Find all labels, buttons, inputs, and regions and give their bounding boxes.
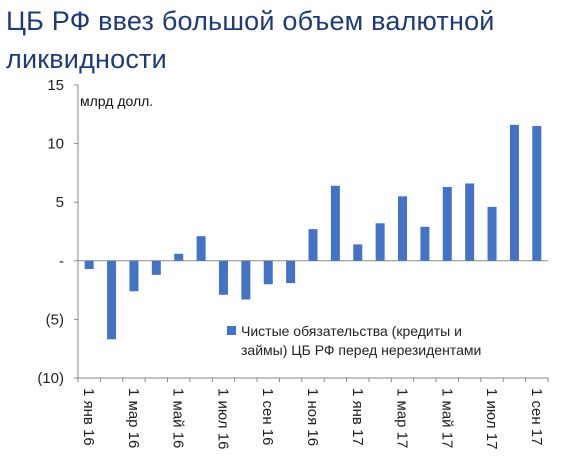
bar-май-17	[442, 186, 452, 261]
unit-label: млрд долл.	[80, 93, 153, 109]
bar-окт-16	[286, 260, 296, 284]
bar-мар-17	[398, 196, 408, 261]
x-tick-label: 1 май 16	[170, 388, 187, 448]
x-tick-label: 1 сен 17	[528, 388, 545, 446]
legend: Чистые обязательства (кредиты и займы) Ц…	[227, 323, 481, 358]
legend-swatch	[227, 326, 236, 335]
y-tick-label: 5	[56, 194, 64, 211]
x-tick-label: 1 янв 17	[349, 388, 366, 446]
bar-авг-16	[241, 260, 251, 300]
y-tick-label: 10	[47, 136, 64, 153]
bar-ноя-16	[308, 229, 318, 261]
x-tick-label: 1 мар 17	[394, 388, 411, 448]
bar-июн-17	[465, 183, 475, 261]
y-tick-label: (10)	[37, 370, 64, 387]
bar-авг-17	[509, 124, 519, 261]
y-tick-label: (5)	[46, 311, 64, 328]
legend-label-line1: Чистые обязательства (кредиты и	[241, 323, 462, 339]
legend-label-line2: займы) ЦБ РФ перед нерезидентами	[241, 342, 481, 358]
x-tick-label: 1 сен 16	[259, 388, 276, 446]
y-tick-label: -	[59, 253, 64, 270]
x-tick-label: 1 июл 17	[483, 388, 500, 449]
x-tick-label: 1 май 17	[438, 388, 455, 448]
bar-июн-16	[196, 236, 206, 261]
bar-дек-16	[330, 185, 340, 261]
bar-май-16	[174, 253, 184, 261]
bar-янв-17	[353, 244, 363, 261]
bar-янв-16	[84, 260, 94, 270]
bar-мар-16	[129, 260, 139, 292]
x-tick-label: 1 янв 16	[80, 388, 97, 446]
bar-сен-17	[532, 126, 542, 261]
x-tick-label: 1 мар 16	[125, 388, 142, 448]
bar-фев-17	[375, 223, 385, 261]
y-tick-label: 15	[47, 77, 64, 94]
x-tick-label: 1 июл 16	[214, 388, 231, 449]
x-tick-label: 1 ноя 16	[304, 388, 321, 446]
bar-июл-16	[218, 260, 228, 295]
bar-фев-16	[107, 260, 117, 340]
chart-title: ЦБ РФ ввез большой объем валютной ликвид…	[6, 6, 495, 74]
bar-апр-16	[151, 260, 161, 275]
bar-апр-17	[420, 226, 430, 261]
bar-сен-16	[263, 260, 273, 285]
bar-июл-17	[487, 206, 497, 261]
